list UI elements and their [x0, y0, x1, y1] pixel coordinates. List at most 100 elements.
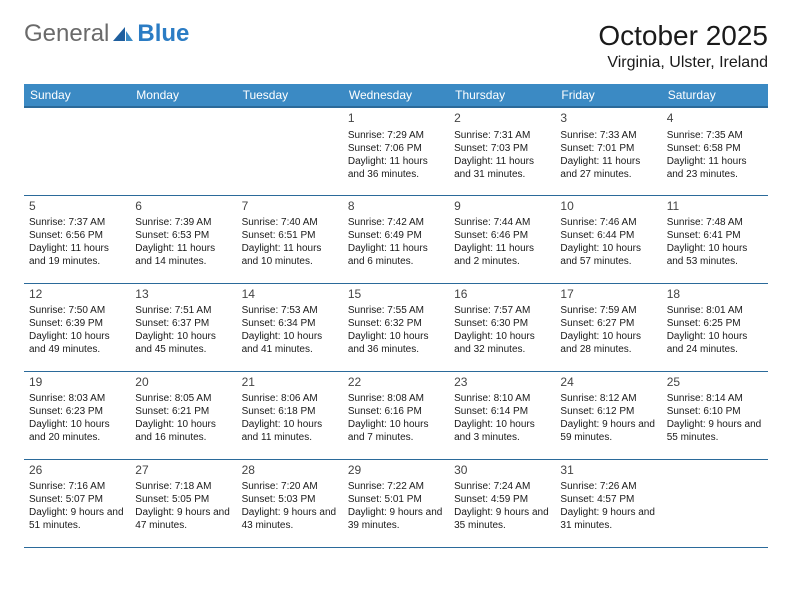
daylight-text: Daylight: 11 hours and 19 minutes.: [29, 242, 125, 268]
day-number: 11: [667, 199, 763, 215]
day-number: 3: [560, 111, 656, 127]
sunrise-text: Sunrise: 7:33 AM: [560, 129, 656, 142]
daylight-text: Daylight: 9 hours and 39 minutes.: [348, 506, 444, 532]
calendar-cell: 27Sunrise: 7:18 AMSunset: 5:05 PMDayligh…: [130, 459, 236, 547]
day-number: 24: [560, 375, 656, 391]
calendar-cell: 13Sunrise: 7:51 AMSunset: 6:37 PMDayligh…: [130, 283, 236, 371]
calendar-cell: 26Sunrise: 7:16 AMSunset: 5:07 PMDayligh…: [24, 459, 130, 547]
daylight-text: Daylight: 9 hours and 59 minutes.: [560, 418, 656, 444]
sunrise-text: Sunrise: 7:22 AM: [348, 480, 444, 493]
sunrise-text: Sunrise: 7:35 AM: [667, 129, 763, 142]
calendar-row: 12Sunrise: 7:50 AMSunset: 6:39 PMDayligh…: [24, 283, 768, 371]
daylight-text: Daylight: 10 hours and 28 minutes.: [560, 330, 656, 356]
day-number: 12: [29, 287, 125, 303]
day-number: 14: [242, 287, 338, 303]
daylight-text: Daylight: 11 hours and 6 minutes.: [348, 242, 444, 268]
sunrise-text: Sunrise: 7:16 AM: [29, 480, 125, 493]
day-number: 23: [454, 375, 550, 391]
calendar-row: 5Sunrise: 7:37 AMSunset: 6:56 PMDaylight…: [24, 195, 768, 283]
daylight-text: Daylight: 10 hours and 53 minutes.: [667, 242, 763, 268]
sunrise-text: Sunrise: 7:40 AM: [242, 216, 338, 229]
calendar-cell: 28Sunrise: 7:20 AMSunset: 5:03 PMDayligh…: [237, 459, 343, 547]
sunrise-text: Sunrise: 7:51 AM: [135, 304, 231, 317]
sunset-text: Sunset: 6:16 PM: [348, 405, 444, 418]
sunset-text: Sunset: 6:32 PM: [348, 317, 444, 330]
day-number: 15: [348, 287, 444, 303]
sunrise-text: Sunrise: 8:12 AM: [560, 392, 656, 405]
calendar-cell: 2Sunrise: 7:31 AMSunset: 7:03 PMDaylight…: [449, 107, 555, 195]
calendar-cell: 15Sunrise: 7:55 AMSunset: 6:32 PMDayligh…: [343, 283, 449, 371]
calendar-cell: [130, 107, 236, 195]
sunrise-text: Sunrise: 7:39 AM: [135, 216, 231, 229]
sunrise-text: Sunrise: 7:48 AM: [667, 216, 763, 229]
daylight-text: Daylight: 9 hours and 47 minutes.: [135, 506, 231, 532]
day-number: 8: [348, 199, 444, 215]
day-number: 25: [667, 375, 763, 391]
sunset-text: Sunset: 6:56 PM: [29, 229, 125, 242]
daylight-text: Daylight: 10 hours and 49 minutes.: [29, 330, 125, 356]
day-header-row: Sunday Monday Tuesday Wednesday Thursday…: [24, 84, 768, 107]
daylight-text: Daylight: 10 hours and 36 minutes.: [348, 330, 444, 356]
month-title: October 2025: [598, 20, 768, 52]
calendar-cell: 12Sunrise: 7:50 AMSunset: 6:39 PMDayligh…: [24, 283, 130, 371]
calendar-cell: [24, 107, 130, 195]
day-number: 19: [29, 375, 125, 391]
calendar-cell: 3Sunrise: 7:33 AMSunset: 7:01 PMDaylight…: [555, 107, 661, 195]
sunset-text: Sunset: 5:03 PM: [242, 493, 338, 506]
daylight-text: Daylight: 9 hours and 55 minutes.: [667, 418, 763, 444]
sunset-text: Sunset: 7:03 PM: [454, 142, 550, 155]
sunset-text: Sunset: 6:58 PM: [667, 142, 763, 155]
sunset-text: Sunset: 6:18 PM: [242, 405, 338, 418]
header: General Blue October 2025 Virginia, Ulst…: [24, 20, 768, 72]
sunset-text: Sunset: 6:14 PM: [454, 405, 550, 418]
calendar-cell: 29Sunrise: 7:22 AMSunset: 5:01 PMDayligh…: [343, 459, 449, 547]
day-number: 6: [135, 199, 231, 215]
day-number: 7: [242, 199, 338, 215]
calendar-cell: 17Sunrise: 7:59 AMSunset: 6:27 PMDayligh…: [555, 283, 661, 371]
calendar-cell: 14Sunrise: 7:53 AMSunset: 6:34 PMDayligh…: [237, 283, 343, 371]
sunrise-text: Sunrise: 8:01 AM: [667, 304, 763, 317]
calendar-cell: 18Sunrise: 8:01 AMSunset: 6:25 PMDayligh…: [662, 283, 768, 371]
calendar-body: 1Sunrise: 7:29 AMSunset: 7:06 PMDaylight…: [24, 107, 768, 547]
sunset-text: Sunset: 6:21 PM: [135, 405, 231, 418]
sunset-text: Sunset: 7:01 PM: [560, 142, 656, 155]
calendar-table: Sunday Monday Tuesday Wednesday Thursday…: [24, 84, 768, 548]
sunrise-text: Sunrise: 7:59 AM: [560, 304, 656, 317]
day-number: 10: [560, 199, 656, 215]
daylight-text: Daylight: 9 hours and 51 minutes.: [29, 506, 125, 532]
calendar-cell: 16Sunrise: 7:57 AMSunset: 6:30 PMDayligh…: [449, 283, 555, 371]
daylight-text: Daylight: 10 hours and 41 minutes.: [242, 330, 338, 356]
sunset-text: Sunset: 6:39 PM: [29, 317, 125, 330]
daylight-text: Daylight: 11 hours and 14 minutes.: [135, 242, 231, 268]
sunset-text: Sunset: 4:57 PM: [560, 493, 656, 506]
calendar-cell: 19Sunrise: 8:03 AMSunset: 6:23 PMDayligh…: [24, 371, 130, 459]
calendar-cell: 10Sunrise: 7:46 AMSunset: 6:44 PMDayligh…: [555, 195, 661, 283]
daylight-text: Daylight: 9 hours and 43 minutes.: [242, 506, 338, 532]
day-number: 16: [454, 287, 550, 303]
daylight-text: Daylight: 11 hours and 31 minutes.: [454, 155, 550, 181]
daylight-text: Daylight: 10 hours and 45 minutes.: [135, 330, 231, 356]
sunset-text: Sunset: 6:41 PM: [667, 229, 763, 242]
sunrise-text: Sunrise: 7:37 AM: [29, 216, 125, 229]
day-header: Saturday: [662, 84, 768, 107]
calendar-cell: 11Sunrise: 7:48 AMSunset: 6:41 PMDayligh…: [662, 195, 768, 283]
daylight-text: Daylight: 10 hours and 3 minutes.: [454, 418, 550, 444]
calendar-row: 26Sunrise: 7:16 AMSunset: 5:07 PMDayligh…: [24, 459, 768, 547]
day-number: 5: [29, 199, 125, 215]
logo-text-blue: Blue: [137, 20, 189, 48]
calendar-cell: 25Sunrise: 8:14 AMSunset: 6:10 PMDayligh…: [662, 371, 768, 459]
daylight-text: Daylight: 11 hours and 23 minutes.: [667, 155, 763, 181]
day-number: 29: [348, 463, 444, 479]
sunrise-text: Sunrise: 7:46 AM: [560, 216, 656, 229]
sunset-text: Sunset: 6:37 PM: [135, 317, 231, 330]
calendar-cell: 21Sunrise: 8:06 AMSunset: 6:18 PMDayligh…: [237, 371, 343, 459]
day-number: 27: [135, 463, 231, 479]
daylight-text: Daylight: 11 hours and 36 minutes.: [348, 155, 444, 181]
calendar-cell: 7Sunrise: 7:40 AMSunset: 6:51 PMDaylight…: [237, 195, 343, 283]
daylight-text: Daylight: 10 hours and 24 minutes.: [667, 330, 763, 356]
calendar-cell: 4Sunrise: 7:35 AMSunset: 6:58 PMDaylight…: [662, 107, 768, 195]
sunrise-text: Sunrise: 7:20 AM: [242, 480, 338, 493]
day-number: 26: [29, 463, 125, 479]
sunset-text: Sunset: 5:05 PM: [135, 493, 231, 506]
day-number: 28: [242, 463, 338, 479]
